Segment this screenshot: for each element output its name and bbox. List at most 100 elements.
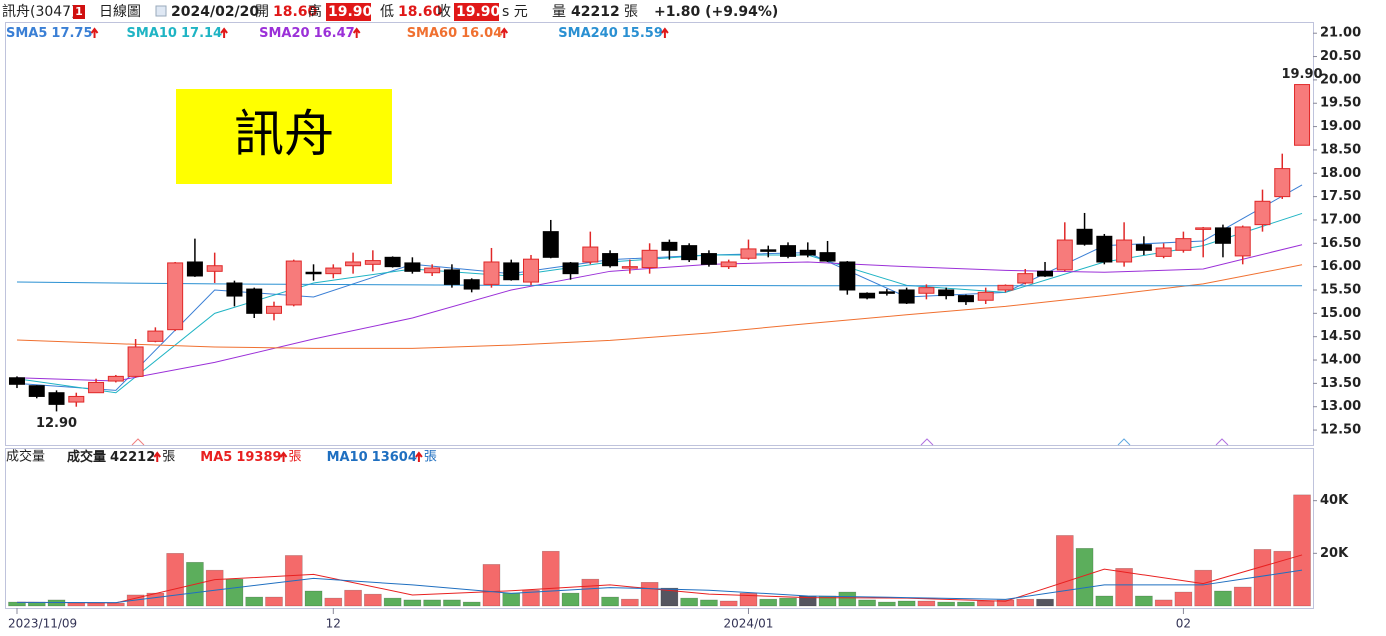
legend-part: 17.14 [181,26,222,41]
volume-bar [917,600,936,607]
candle-body [1274,168,1291,198]
currency: s 元 [502,4,528,20]
y-tick-label: 20.00 [1320,72,1361,87]
candle-body [1214,227,1231,244]
volume-bar [1194,569,1212,607]
price-annotation: 19.90 [1281,67,1322,82]
open-label: 開 [255,4,269,20]
volume-bar [640,581,659,607]
legend-entry: MA5 19389 [200,450,281,465]
candle-body [8,377,25,385]
candle-body [107,375,124,382]
legend-part: 13604 [372,450,417,465]
y-tick-label: 14.50 [1320,329,1361,344]
signal-marker [920,438,934,446]
high-value: 19.90 [328,4,373,20]
period: 日線圖 [99,4,141,20]
candle-body [206,265,223,272]
period-toggle[interactable] [155,5,167,17]
price-frame [5,22,1314,446]
up-arrow [415,451,423,462]
volume-bar [779,597,797,607]
volume-value: 42212 [571,4,620,20]
volume-bar [1135,595,1153,607]
volume-bar [996,599,1015,607]
candle-body [384,256,401,268]
volume-bar [601,596,619,607]
badge: 1 [75,5,83,18]
volume-bar [1055,535,1074,607]
candle-body [542,231,559,258]
volume-bar [8,601,26,607]
legend-unit: 張 [289,450,302,465]
y-tick-label: 20K [1320,546,1349,561]
date: 2024/02/20 [171,4,259,20]
legend-entry: SMA5 17.75 [6,26,93,41]
high-box [326,3,371,21]
volume-unit: 張 [624,4,638,20]
candle-body [463,279,480,290]
candle-body [1254,200,1271,226]
volume-label: 量 [552,4,566,20]
candle-body [641,249,658,269]
volume-bar [719,600,738,607]
y-tick-label: 15.00 [1320,306,1361,321]
candle-body [1017,273,1034,284]
candle-body [1116,239,1133,263]
y-tick-label: 16.00 [1320,259,1361,274]
candle-body [1096,235,1113,263]
volume-bar [1233,586,1252,607]
y-tick-label: 12.50 [1320,423,1361,438]
candle-body [325,267,342,275]
volume-bar [87,602,105,607]
candle-body [127,346,144,377]
x-tick-label: 12 [326,617,341,631]
candle-body [265,305,282,314]
candle-body [1294,84,1311,146]
volume-bar [1154,599,1173,607]
candle-body [1135,244,1152,251]
volume-frame [5,448,1314,609]
up-arrow [352,27,361,38]
volume-bar [759,598,778,607]
legend-part: 42212 [110,450,155,465]
volume-bar [878,601,896,607]
legend-entry: SMA240 15.59 [558,26,663,41]
high-label: 高 [308,3,322,20]
candle-body [246,288,263,314]
volume-bar [67,602,86,607]
volume-bar [324,597,343,607]
candle-body [681,245,698,261]
legend-entry: 成交量 42212 [67,449,155,465]
y-tick-label: 19.00 [1320,119,1361,134]
volume-bar [205,569,224,607]
candle-body [859,292,876,299]
candle-body [1037,270,1054,277]
legend-entry: SMA20 16.47 [259,26,355,41]
volume-bar [245,596,264,607]
candle-body [48,392,65,405]
candle-body [720,261,737,268]
y-tick-label: 40K [1320,493,1349,508]
volume-bar [265,596,283,607]
y-tick-label: 21.00 [1320,26,1361,41]
candle-body [1155,247,1172,257]
volume-bar [561,592,580,607]
legend-part: 成交量 [67,449,106,465]
legend-entry: SMA60 16.04 [407,26,503,41]
candle-body [88,381,105,394]
candle-body [997,284,1014,291]
ma-line [16,554,1303,604]
volume-bar [739,592,758,607]
volume-bar [443,599,461,607]
volume-bar [502,592,521,607]
volume-bar [680,597,698,607]
volume-bar [541,550,560,607]
volume-bar [897,600,916,607]
candle-body [503,262,520,281]
candle-body [1056,239,1073,271]
signal-markers [131,438,1229,446]
badge-box [73,5,85,19]
candle-body [740,248,757,259]
legend-part: SMA5 [6,26,47,41]
